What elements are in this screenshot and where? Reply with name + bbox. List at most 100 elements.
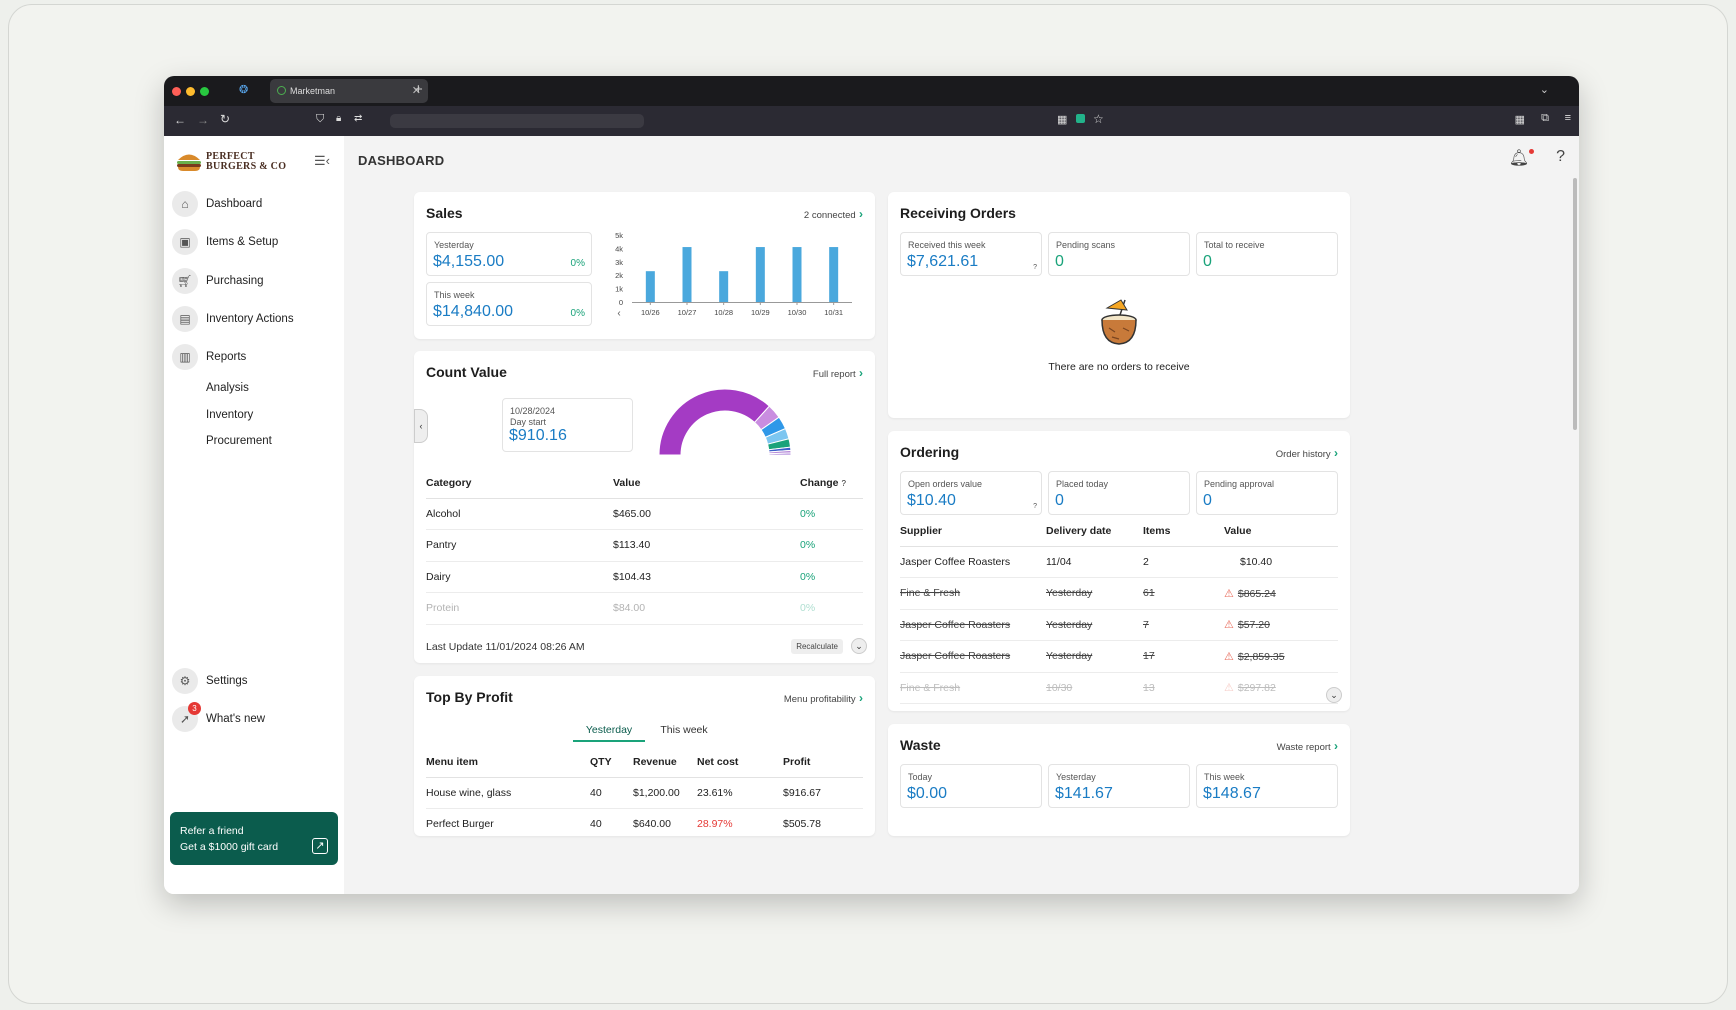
help-icon[interactable]: ? (1033, 503, 1037, 510)
waste-report-link[interactable]: Waste report (1277, 739, 1338, 753)
table-row[interactable]: Jasper Coffee Roasters Yesterday 17 ⚠ $2,859… (900, 640, 1338, 673)
cell-delivery-date: 10/30 (1046, 672, 1143, 704)
table-row[interactable]: Fine & Fresh 10/30 13 ⚠ $297.82 (900, 672, 1338, 704)
nav-label: Inventory Actions (206, 313, 294, 325)
notification-dot (1529, 149, 1534, 154)
kpi-value: $10.40 (907, 492, 956, 509)
kpi-value: $148.67 (1203, 785, 1261, 802)
cell-qty: 40 (590, 777, 633, 809)
nav-item-whats-new[interactable]: ➚ 3 What's new (170, 702, 338, 734)
table-row[interactable]: Alcohol $465.00 0% (426, 498, 863, 530)
connected-link[interactable]: 2 connected (804, 207, 863, 221)
nav-subitem-procurement[interactable]: Procurement (206, 435, 272, 447)
full-report-link[interactable]: Full report (813, 366, 863, 380)
nav-subitem-inventory[interactable]: Inventory (206, 409, 254, 421)
cell-items: 7 (1143, 609, 1224, 641)
nav-item-purchasing[interactable]: 🛒︎ Purchasing (170, 266, 338, 296)
cell-supplier: Fine & Fresh (900, 577, 1046, 610)
page-scrollbar[interactable] (1573, 178, 1577, 430)
shield-icon[interactable]: ⛉ (316, 113, 325, 125)
maximize-window-dot[interactable] (200, 87, 209, 96)
lock-icon[interactable]: 🔒︎ (336, 113, 342, 124)
tab-yesterday[interactable]: Yesterday (573, 724, 645, 742)
cell-delivery-date: Yesterday (1046, 577, 1143, 610)
kpi-value: 0 (1055, 492, 1064, 509)
expand-chevron-icon[interactable]: ⌄ (851, 638, 867, 654)
browser-tab[interactable]: Marketman ✕ (270, 79, 428, 103)
back-icon[interactable]: ← (174, 113, 186, 127)
kpi-label: Pending approval (1204, 479, 1275, 489)
table-row[interactable]: Dairy $104.43 0% (426, 561, 863, 593)
kpi-label: This week (1204, 772, 1245, 782)
table-row[interactable]: Jasper Coffee Roasters 11/04 2 $10.40 (900, 546, 1338, 578)
bookmark-star-icon[interactable]: ☆ (1093, 112, 1104, 126)
url-field[interactable] (390, 114, 644, 128)
refer-friend-banner[interactable]: Refer a friend Get a $1000 gift card ↗ (170, 812, 338, 865)
x-tick-label: 10/31 (824, 308, 843, 317)
nav-subitem-analysis[interactable]: Analysis (206, 382, 249, 394)
bar (719, 271, 729, 302)
close-tab-icon[interactable]: ✕ (411, 85, 421, 97)
previous-arrow-icon[interactable]: ‹ (617, 308, 620, 319)
nav-item-settings[interactable]: ⚙ Settings (170, 666, 338, 696)
col-supplier: Supplier (900, 517, 1046, 547)
extension-icon[interactable] (1076, 114, 1085, 123)
help-icon[interactable]: ? (1033, 264, 1037, 271)
nav-item-inventory-actions[interactable]: ▤ Inventory Actions (170, 304, 338, 334)
count-date: 10/28/2024 (510, 406, 556, 416)
help-icon[interactable]: ? (1556, 148, 1565, 165)
nav-item-reports[interactable]: ▥ Reports (170, 342, 338, 372)
close-window-dot[interactable] (172, 87, 181, 96)
table-row[interactable]: Protein $84.00 0% (426, 592, 863, 625)
count-value-card: Count Value Full report ‹ 10/28/2024 Day… (414, 351, 875, 663)
bar (829, 247, 839, 302)
cell-items: 13 (1143, 672, 1224, 704)
minimize-window-dot[interactable] (186, 87, 195, 96)
kpi-label: Yesterday (434, 240, 474, 250)
nav-item-items-setup[interactable]: ▣ Items & Setup (170, 227, 338, 257)
browser-toolbar: ← → ↻ ⛉ 🔒︎ ⇄ ▦ ☆ ▦ ⧉ ≡ (164, 106, 1579, 136)
cell-change: 0% (800, 561, 863, 593)
reload-icon[interactable]: ↻ (220, 112, 231, 126)
nav-item-dashboard[interactable]: ⌂ Dashboard (170, 189, 338, 219)
table-row[interactable]: Jasper Coffee Roasters Yesterday 7 ⚠ $57.20 (900, 609, 1338, 641)
kpi-value: $0.00 (907, 785, 948, 802)
notification-badge: 3 (188, 702, 201, 715)
menu-profitability-link[interactable]: Menu profitability (784, 691, 863, 705)
nav-label: Settings (206, 675, 248, 687)
waste-week-kpi: This week $148.67 (1196, 764, 1338, 808)
cell-supplier: Jasper Coffee Roasters (900, 640, 1046, 673)
cart-icon: 🛒︎ (172, 268, 198, 294)
tab-title: Marketman (290, 86, 336, 96)
cell-menu-item: House wine, glass (426, 777, 590, 809)
grid-icon[interactable]: ▦ (1057, 114, 1068, 126)
puzzle-icon[interactable]: ⧉ (1541, 112, 1549, 124)
table-row[interactable]: Perfect Burger 40 $640.00 28.97% $505.78 (426, 808, 863, 836)
table-row[interactable]: Fine & Fresh Yesterday 61 ⚠ $865.24 (900, 577, 1338, 610)
kpi-label: Open orders value (908, 479, 983, 489)
cell-category: Alcohol (426, 498, 613, 530)
previous-arrow-icon[interactable]: ‹ (414, 409, 428, 443)
new-tab-icon[interactable]: + (414, 81, 423, 98)
cell-net-cost: 28.97% (697, 808, 783, 836)
cell-profit: $505.78 (783, 808, 863, 836)
extensions-grid-icon[interactable]: ▦ (1514, 114, 1525, 126)
waste-yesterday-kpi: Yesterday $141.67 (1048, 764, 1190, 808)
collapse-sidebar-icon[interactable]: ☰‹ (314, 153, 330, 168)
table-row[interactable]: House wine, glass 40 $1,200.00 23.61% $916.6… (426, 777, 863, 809)
firefox-icon[interactable]: ❂ (239, 84, 249, 96)
tab-this-week[interactable]: This week (660, 724, 708, 736)
x-tick-label: 10/28 (714, 308, 733, 317)
table-row[interactable]: Pantry $113.40 0% (426, 529, 863, 562)
order-history-link[interactable]: Order history (1276, 446, 1338, 460)
marketman-favicon (277, 86, 286, 95)
tab-list-chevron-icon[interactable]: ⌄ (1539, 84, 1549, 96)
change-help-icon[interactable]: ? (841, 479, 846, 489)
forward-icon[interactable]: → (197, 113, 209, 127)
expand-chevron-icon[interactable]: ⌄ (1326, 687, 1342, 703)
col-delivery-date: Delivery date (1046, 517, 1143, 547)
bell-icon[interactable]: 🔔︎ (1508, 150, 1529, 167)
recalculate-button[interactable]: Recalculate (791, 639, 843, 654)
menu-icon[interactable]: ≡ (1564, 112, 1571, 124)
permissions-icon[interactable]: ⇄ (354, 113, 363, 124)
